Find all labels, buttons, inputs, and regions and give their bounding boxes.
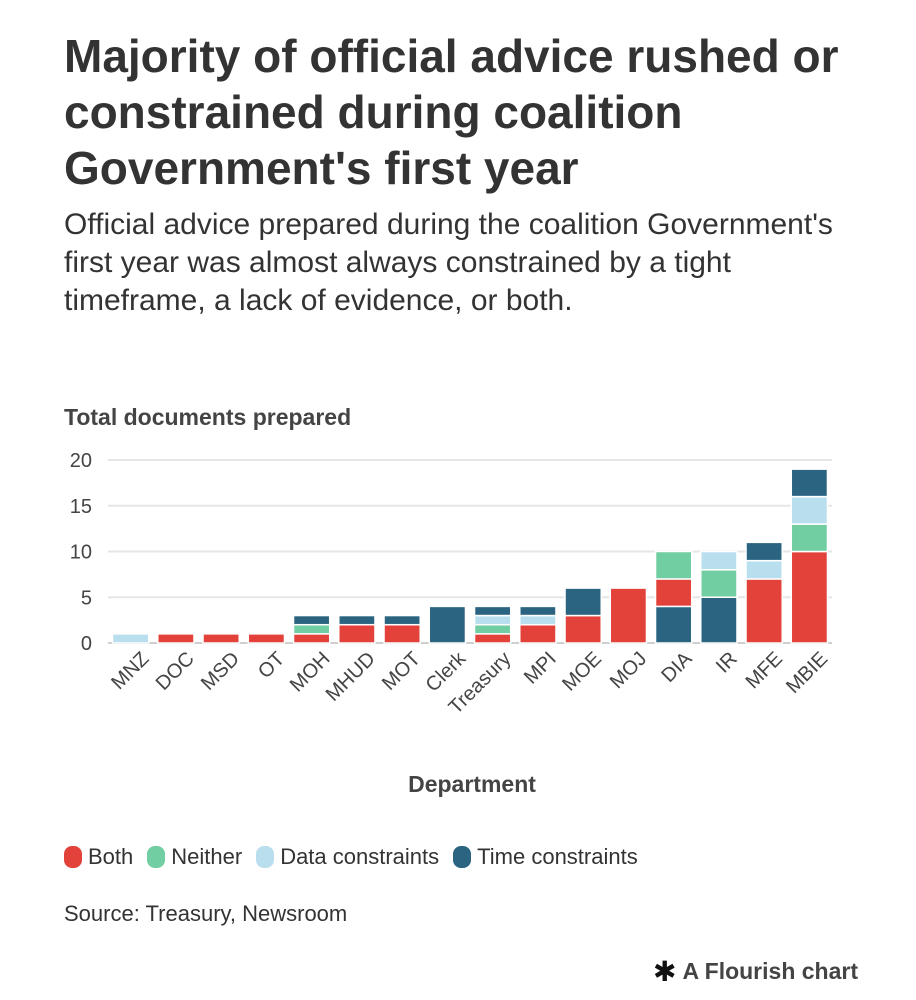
bar-segment-ot-both[interactable] xyxy=(247,633,286,644)
bar-segment-msd-both[interactable] xyxy=(202,633,240,644)
legend: Both Neither Data constraints Time const… xyxy=(64,844,652,870)
bar-stack-mfe[interactable] xyxy=(745,541,783,644)
bar-segment-mnz-data-constraints[interactable] xyxy=(111,633,150,644)
bar-segment-clerk-time-constraints[interactable] xyxy=(428,605,467,644)
legend-label-data-constraints: Data constraints xyxy=(280,844,440,869)
bar-segment-dia-time-constraints[interactable] xyxy=(654,605,693,644)
x-axis-title: Department xyxy=(408,771,536,797)
x-tick-label-msd: MSD xyxy=(197,648,244,695)
bar-stack-moh[interactable] xyxy=(292,614,331,644)
x-tick-label-moe: MOE xyxy=(558,648,606,696)
legend-label-both: Both xyxy=(88,844,134,869)
bar-segment-mbie-time-constraints[interactable] xyxy=(790,468,829,498)
y-axis-title: Total documents prepared xyxy=(64,404,352,430)
bar-segment-mfe-both[interactable] xyxy=(745,578,783,644)
bar-segment-mot-time-constraints[interactable] xyxy=(383,614,421,626)
credit-text: A Flourish chart xyxy=(682,958,859,984)
legend-swatch-both xyxy=(64,846,82,868)
y-tick-label-0: 0 xyxy=(81,633,92,655)
bar-segment-mbie-both[interactable] xyxy=(790,550,829,644)
bar-stack-doc[interactable] xyxy=(157,633,195,644)
bar-segment-doc-both[interactable] xyxy=(157,633,195,644)
bar-segment-dia-neither[interactable] xyxy=(654,550,693,580)
bar-stack-treasury[interactable] xyxy=(473,605,512,644)
bar-stack-moj[interactable] xyxy=(609,587,648,644)
y-tick-label-5: 5 xyxy=(81,587,92,609)
y-tick-label-10: 10 xyxy=(70,542,92,564)
bar-segment-mhud-both[interactable] xyxy=(338,623,376,644)
legend-label-neither: Neither xyxy=(171,844,243,869)
legend-item-neither[interactable]: Neither xyxy=(147,844,242,870)
bar-segment-mpi-both[interactable] xyxy=(519,623,557,644)
bar-stack-ir[interactable] xyxy=(700,550,738,644)
bar-segment-moe-both[interactable] xyxy=(564,614,602,644)
bar-segment-treasury-neither[interactable] xyxy=(473,623,512,635)
y-axis-ticks: 0 5 10 15 20 xyxy=(70,450,92,655)
bar-stack-moe[interactable] xyxy=(564,587,602,644)
legend-label-time-constraints: Time constraints xyxy=(477,844,638,869)
bar-segment-ir-data-constraints[interactable] xyxy=(700,550,738,571)
bar-segment-mpi-time-constraints[interactable] xyxy=(519,605,557,617)
bar-stack-mnz[interactable] xyxy=(111,633,150,644)
x-tick-label-ir: IR xyxy=(712,648,742,678)
x-tick-label-ot: OT xyxy=(254,648,289,683)
y-tick-label-15: 15 xyxy=(70,496,92,518)
y-tick-label-20: 20 xyxy=(70,450,92,472)
x-tick-label-mpi: MPI xyxy=(520,648,561,689)
bar-segment-mbie-neither[interactable] xyxy=(790,523,829,553)
chart-title: Majority of official advice rushed or co… xyxy=(64,30,839,194)
bar-segment-moh-neither[interactable] xyxy=(292,623,331,635)
x-tick-label-mfe: MFE xyxy=(742,648,787,693)
bar-stack-mhud[interactable] xyxy=(338,614,376,644)
bar-stack-mpi[interactable] xyxy=(519,605,557,644)
legend-swatch-neither xyxy=(147,846,166,868)
bar-segment-moe-time-constraints[interactable] xyxy=(564,587,602,617)
bar-segment-mbie-data-constraints[interactable] xyxy=(790,495,829,525)
bar-segment-moh-both[interactable] xyxy=(292,633,331,644)
legend-swatch-time-constraints xyxy=(453,846,472,868)
x-tick-label-mnz: MNZ xyxy=(107,648,153,694)
bar-stack-mot[interactable] xyxy=(383,614,421,644)
legend-item-time-constraints[interactable]: Time constraints xyxy=(453,844,638,870)
bar-segment-mpi-data-constraints[interactable] xyxy=(519,614,557,626)
bars xyxy=(111,468,829,644)
x-tick-label-moj: MOJ xyxy=(606,648,651,693)
bar-segment-mot-both[interactable] xyxy=(383,623,421,644)
bar-segment-mfe-data-constraints[interactable] xyxy=(745,559,783,580)
legend-item-both[interactable]: Both xyxy=(64,844,133,870)
x-tick-label-mbie: MBIE xyxy=(782,648,832,698)
bar-segment-mfe-time-constraints[interactable] xyxy=(745,541,783,562)
legend-item-data-constraints[interactable]: Data constraints xyxy=(256,844,439,870)
flourish-asterisk-icon: ✱ xyxy=(653,956,677,987)
bar-segment-treasury-data-constraints[interactable] xyxy=(473,614,512,626)
bar-stack-ot[interactable] xyxy=(247,633,286,644)
bar-stack-msd[interactable] xyxy=(202,633,240,644)
source-note: Source: Treasury, Newsroom xyxy=(64,901,348,926)
bar-segment-dia-both[interactable] xyxy=(654,578,693,608)
bar-segment-treasury-both[interactable] xyxy=(473,633,512,644)
x-tick-label-dia: DIA xyxy=(657,647,697,687)
bar-segment-treasury-time-constraints[interactable] xyxy=(473,605,512,617)
bar-segment-mhud-time-constraints[interactable] xyxy=(338,614,376,626)
bar-segment-ir-neither[interactable] xyxy=(700,569,738,599)
x-tick-label-mhud: MHUD xyxy=(322,648,380,706)
bar-stack-mbie[interactable] xyxy=(790,468,829,644)
bar-segment-moj-both[interactable] xyxy=(609,587,648,644)
bar-stack-clerk[interactable] xyxy=(428,605,467,644)
bar-segment-ir-time-constraints[interactable] xyxy=(700,596,738,644)
legend-swatch-data-constraints xyxy=(256,846,275,868)
chart-subtitle: Official advice prepared during the coal… xyxy=(64,208,833,317)
flourish-credit-link[interactable]: ✱ A Flourish chart xyxy=(653,955,858,988)
bar-stack-dia[interactable] xyxy=(654,550,693,644)
x-tick-label-mot: MOT xyxy=(378,648,425,695)
bar-segment-moh-time-constraints[interactable] xyxy=(292,614,331,626)
x-tick-label-doc: DOC xyxy=(152,648,199,695)
